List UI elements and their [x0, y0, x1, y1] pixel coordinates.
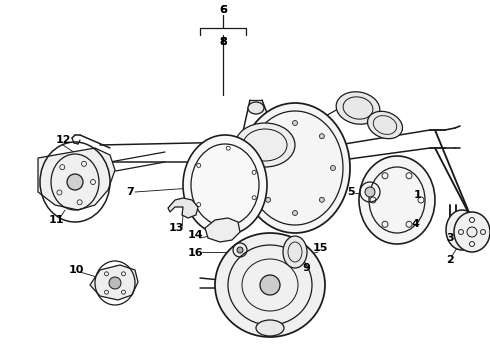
- Circle shape: [319, 134, 324, 139]
- Polygon shape: [168, 198, 198, 218]
- Text: 10: 10: [68, 265, 84, 275]
- Text: 6: 6: [219, 5, 227, 15]
- Ellipse shape: [256, 320, 284, 336]
- Ellipse shape: [235, 123, 295, 167]
- Ellipse shape: [336, 92, 380, 124]
- Text: 14: 14: [187, 230, 203, 240]
- Ellipse shape: [215, 233, 325, 337]
- Text: 3: 3: [446, 233, 454, 243]
- Ellipse shape: [368, 111, 402, 139]
- Circle shape: [458, 226, 466, 234]
- Circle shape: [254, 166, 260, 171]
- Text: 1: 1: [414, 190, 422, 200]
- Polygon shape: [90, 265, 138, 300]
- Text: 12: 12: [55, 135, 71, 145]
- Ellipse shape: [283, 236, 307, 268]
- Circle shape: [365, 187, 375, 197]
- Ellipse shape: [240, 103, 350, 233]
- Ellipse shape: [454, 212, 490, 252]
- Circle shape: [266, 134, 270, 139]
- Text: 15: 15: [312, 243, 328, 253]
- Text: 6: 6: [219, 5, 227, 15]
- Circle shape: [67, 174, 83, 190]
- Text: 8: 8: [219, 37, 227, 47]
- Text: 9: 9: [302, 263, 310, 273]
- Circle shape: [109, 277, 121, 289]
- Circle shape: [319, 197, 324, 202]
- Circle shape: [293, 121, 297, 126]
- Circle shape: [260, 275, 280, 295]
- Text: 13: 13: [168, 223, 184, 233]
- Text: 4: 4: [411, 219, 419, 229]
- Circle shape: [237, 247, 243, 253]
- Text: 8: 8: [219, 37, 227, 47]
- Text: 5: 5: [347, 187, 355, 197]
- Circle shape: [330, 166, 336, 171]
- Ellipse shape: [446, 210, 478, 250]
- Ellipse shape: [359, 156, 435, 244]
- Circle shape: [266, 197, 270, 202]
- Ellipse shape: [248, 102, 264, 114]
- Text: 2: 2: [446, 255, 454, 265]
- Ellipse shape: [183, 135, 267, 235]
- Polygon shape: [205, 218, 240, 242]
- Text: 11: 11: [48, 215, 64, 225]
- Text: 7: 7: [126, 187, 134, 197]
- Circle shape: [293, 211, 297, 216]
- Polygon shape: [38, 148, 115, 210]
- Text: 16: 16: [187, 248, 203, 258]
